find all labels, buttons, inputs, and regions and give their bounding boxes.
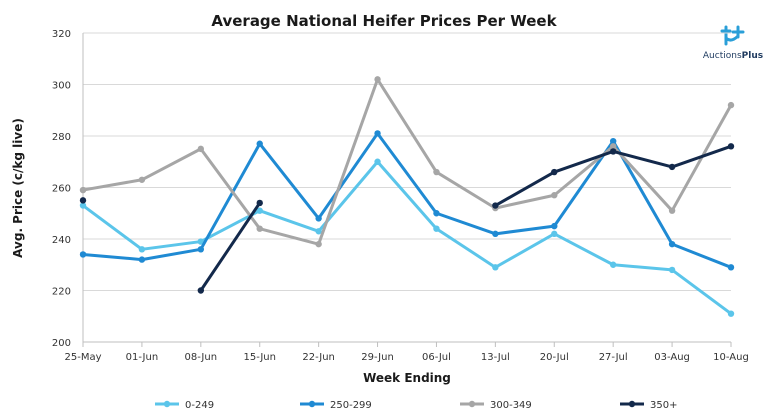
data-point — [138, 246, 146, 253]
data-point — [197, 238, 205, 245]
gridlines — [83, 32, 731, 291]
data-point — [433, 225, 440, 232]
data-point — [315, 240, 322, 248]
y-tick-label: 280 — [52, 132, 71, 143]
series-line — [82, 131, 732, 269]
data-point — [315, 228, 322, 235]
data-point — [609, 137, 617, 145]
logo-text-bold: Plus — [742, 51, 763, 61]
data-point — [374, 158, 381, 165]
data-point — [79, 251, 87, 258]
data-point — [138, 176, 146, 183]
x-axis-title: Week Ending — [363, 371, 451, 385]
data-point — [551, 192, 558, 199]
legend-item: 250-299 — [300, 400, 372, 411]
x-tick-label: 03-Aug — [654, 352, 690, 363]
data-point — [256, 225, 263, 232]
data-point — [668, 266, 676, 274]
series-layer — [79, 76, 735, 317]
series-line — [199, 202, 261, 292]
data-point — [668, 163, 676, 171]
logo-text: AuctionsPlus — [703, 51, 763, 61]
x-tick-label: 25-May — [64, 352, 101, 363]
legend-item: 350+ — [620, 400, 677, 411]
data-point — [609, 148, 617, 155]
data-point — [138, 256, 146, 263]
y-tick-label: 300 — [52, 81, 71, 92]
y-axis-ticks: 200 220 240 260 280 300 320 — [52, 29, 71, 349]
series-350+ — [79, 143, 735, 294]
chart-title: Average National Heifer Prices Per Week — [211, 12, 557, 30]
data-point — [551, 230, 558, 238]
data-point — [727, 310, 735, 317]
x-tick-label: 01-Jun — [126, 352, 159, 363]
legend: 0-249 250-299 300-349 350+ — [155, 400, 677, 411]
legend-label: 350+ — [650, 400, 677, 411]
data-point — [492, 264, 499, 271]
legend-marker — [468, 400, 476, 408]
data-point — [668, 240, 676, 248]
legend-marker — [308, 400, 316, 408]
x-tick-label: 08-Jun — [185, 352, 218, 363]
data-point — [433, 210, 440, 217]
series-0-249 — [79, 158, 735, 317]
x-tick-label: 10-Aug — [713, 352, 749, 363]
x-tick-label: 06-Jul — [422, 352, 451, 363]
data-point — [727, 101, 735, 109]
y-tick-label: 260 — [52, 184, 71, 195]
x-tick-label: 22-Jun — [302, 352, 335, 363]
x-tick-label: 20-Jul — [540, 352, 569, 363]
data-point — [256, 140, 263, 147]
data-point — [668, 207, 676, 214]
data-point — [609, 261, 617, 268]
data-point — [315, 215, 322, 222]
legend-label: 250-299 — [330, 400, 372, 411]
data-point — [551, 222, 558, 230]
data-point — [727, 143, 735, 150]
x-tick-label: 27-Jul — [599, 352, 628, 363]
data-point — [79, 197, 87, 204]
data-point — [197, 287, 205, 294]
x-axis-ticks: 25-May 01-Jun 08-Jun 15-Jun 22-Jun 29-Jun 06-J… — [64, 342, 749, 363]
data-point — [492, 202, 499, 209]
data-point — [433, 168, 440, 176]
auctionsplus-logo: AuctionsPlus — [703, 25, 763, 61]
y-tick-label: 320 — [52, 29, 71, 40]
y-tick-label: 240 — [52, 235, 71, 246]
series-300-349 — [79, 76, 735, 248]
x-tick-label: 15-Jun — [243, 352, 276, 363]
x-tick-label: 29-Jun — [361, 352, 394, 363]
y-axis-title: Avg. Price (c/kg live) — [11, 118, 25, 258]
series-line — [82, 160, 732, 315]
data-point — [197, 246, 205, 253]
x-tick-label: 13-Jul — [481, 352, 510, 363]
data-point — [727, 264, 735, 271]
data-point — [551, 168, 558, 176]
legend-item: 300-349 — [460, 400, 532, 411]
data-point — [79, 202, 87, 209]
data-point — [256, 207, 263, 214]
y-tick-label: 200 — [52, 338, 71, 349]
legend-label: 300-349 — [490, 400, 532, 411]
y-tick-label: 220 — [52, 287, 71, 298]
legend-label: 0-249 — [185, 400, 214, 411]
data-point — [256, 199, 263, 207]
data-point — [197, 145, 205, 153]
data-point — [609, 143, 617, 150]
series-line — [82, 77, 733, 246]
legend-marker — [628, 400, 636, 408]
data-point — [79, 186, 87, 194]
data-point — [492, 230, 499, 238]
series-line — [494, 144, 732, 207]
data-point — [374, 130, 381, 137]
legend-item: 0-249 — [155, 400, 214, 411]
data-point — [374, 76, 381, 83]
logo-text-regular: Auctions — [703, 51, 742, 61]
series-250-299 — [79, 130, 735, 271]
legend-marker — [163, 400, 171, 408]
logo-mark-icon — [720, 25, 745, 46]
